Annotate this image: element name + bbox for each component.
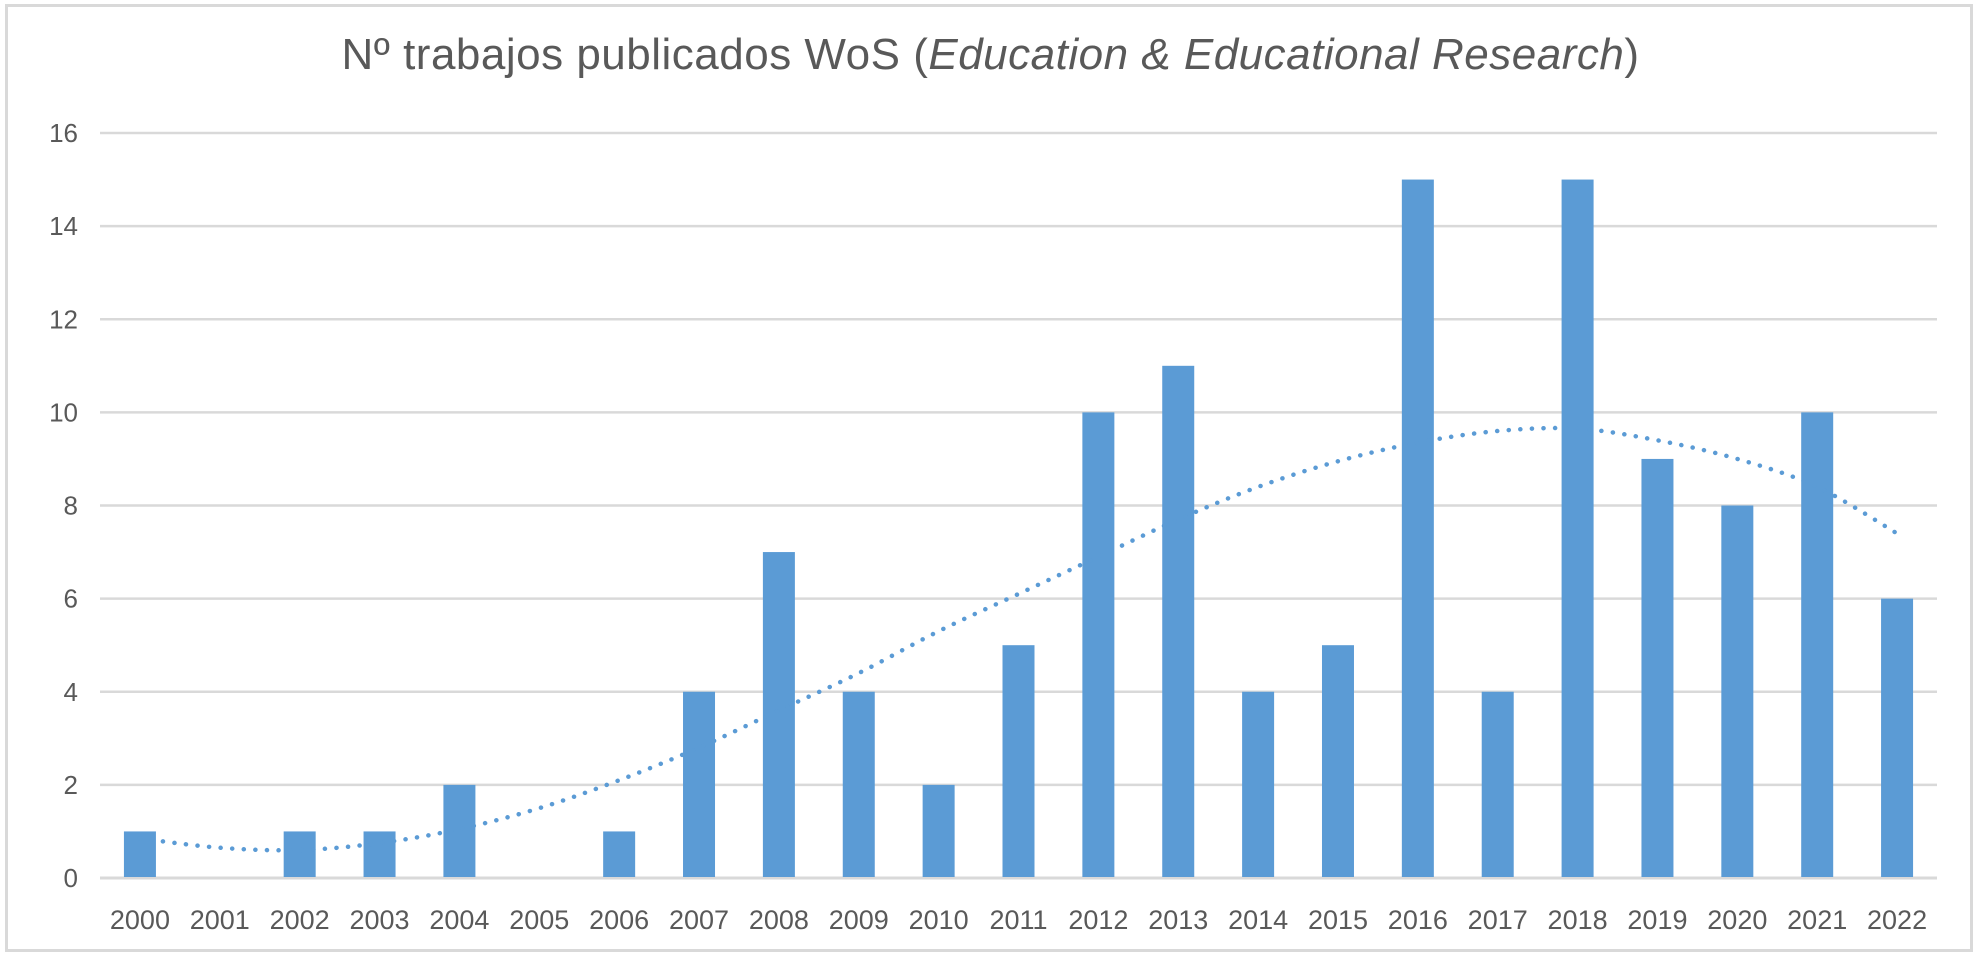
x-tick-label: 2008: [749, 905, 809, 935]
x-tick-label: 2010: [909, 905, 969, 935]
bar: [1561, 179, 1594, 877]
x-tick-label: 2013: [1148, 905, 1208, 935]
chart-title: Nº trabajos publicados WoS (Education & …: [0, 30, 1981, 80]
x-tick-label: 2016: [1388, 905, 1448, 935]
y-tick-label: 14: [49, 211, 78, 241]
x-tick-label: 2019: [1627, 905, 1687, 935]
bar: [1082, 412, 1115, 877]
x-tick-label: 2014: [1228, 905, 1288, 935]
bar: [842, 691, 875, 877]
bar: [922, 784, 955, 877]
y-tick-label: 4: [64, 677, 78, 707]
y-tick-label: 16: [49, 118, 78, 148]
y-tick-label: 8: [64, 491, 78, 521]
y-tick-label: 6: [64, 584, 78, 614]
trendline-path: [137, 425, 1900, 853]
bar: [762, 552, 795, 877]
x-tick-label: 2006: [589, 905, 649, 935]
x-tick-label: 2007: [669, 905, 729, 935]
y-axis-labels: 0 2 4 6 8 10 12 14 16: [49, 118, 78, 893]
x-tick-label: 2011: [989, 905, 1047, 935]
chart-title-suffix: ): [1624, 30, 1640, 79]
bar: [363, 831, 396, 877]
x-tick-label: 2017: [1468, 905, 1528, 935]
trendline: [137, 425, 1900, 853]
y-tick-label: 12: [49, 304, 78, 334]
y-tick-label: 10: [49, 397, 78, 427]
bar: [283, 831, 316, 877]
bar: [1481, 691, 1514, 877]
bar: [1641, 458, 1674, 877]
bar: [1401, 179, 1434, 877]
x-tick-label: 2003: [350, 905, 410, 935]
x-axis-labels: 2000 2001 2002 2003 2004 2005 2006 2007 2008 2009…: [110, 905, 1927, 935]
bars: [123, 179, 1914, 877]
x-tick-label: 2012: [1068, 905, 1128, 935]
x-tick-label: 2021: [1787, 905, 1847, 935]
x-tick-label: 2015: [1308, 905, 1368, 935]
x-tick-label: 2002: [270, 905, 330, 935]
bar: [1242, 691, 1275, 877]
bar: [1801, 412, 1834, 877]
x-tick-label: 2020: [1707, 905, 1767, 935]
x-tick-label: 2001: [190, 905, 250, 935]
bar: [1321, 645, 1354, 877]
bar: [603, 831, 636, 877]
bar: [1002, 645, 1035, 877]
x-tick-label: 2022: [1867, 905, 1927, 935]
bar: [1162, 365, 1195, 877]
x-tick-label: 2000: [110, 905, 170, 935]
chart-title-prefix: Nº trabajos publicados WoS (: [341, 30, 929, 79]
y-tick-label: 2: [64, 770, 78, 800]
x-tick-label: 2005: [509, 905, 569, 935]
x-tick-label: 2004: [429, 905, 489, 935]
bar: [1881, 598, 1914, 877]
x-tick-label: 2018: [1548, 905, 1608, 935]
x-tick-label: 2009: [829, 905, 889, 935]
chart-title-italic: Education & Educational Research: [928, 30, 1625, 79]
y-tick-label: 0: [64, 863, 78, 893]
bar: [443, 784, 476, 877]
bar: [683, 691, 716, 877]
bar: [1721, 505, 1754, 877]
